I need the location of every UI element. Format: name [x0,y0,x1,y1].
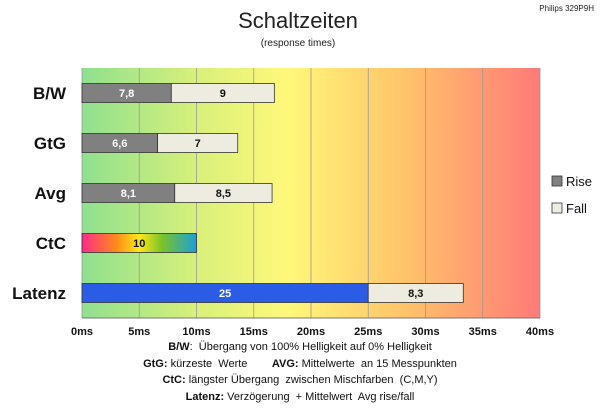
data-label: 8,1 [121,188,136,200]
x-tick-labels: 0ms 5ms 10ms 15ms 20ms 25ms 30ms 35ms 40ms [71,326,554,338]
footnote-line: CtC: längster Übergang zwischen Mischfar… [0,374,600,386]
bar-fall [170,83,275,103]
chart-subtitle: (response times) [261,38,335,49]
footnote-line: Latenz: Verzögerung + Mittelwert Avg ris… [0,391,600,403]
x-tick-label: 20ms [297,326,325,338]
x-tick-label: 0ms [71,326,93,338]
legend-label: Rise [566,174,592,189]
footnote-text: Verzögerung + Mittelwert Avg rise/fall [224,390,415,403]
x-tick-label: 40ms [526,326,554,338]
legend-swatch-rise [551,175,563,187]
data-label: 7,8 [119,88,134,100]
bar-fall [157,133,239,153]
chart-title: Schaltzeiten [238,8,358,33]
footnote-term: AVG: [271,357,299,370]
bar-fall [174,183,273,203]
footnote-line: B/W: Übergang von 100% Helligkeit auf 0%… [0,341,600,353]
x-tick-label: 30ms [411,326,439,338]
x-tick-label: 25ms [354,326,382,338]
data-label: 8,5 [216,188,231,200]
x-tick-label: 35ms [469,326,497,338]
monitor-model-label: Philips 329P9H [539,4,594,13]
footnote-text: längster Übergang zwischen Mischfarben (… [185,374,438,386]
footnote-term: B/W [168,341,190,353]
x-tick-label: 5ms [128,326,150,338]
data-label: 6,6 [112,138,127,150]
x-tick-label: 15ms [240,326,268,338]
data-label: 7 [195,138,201,150]
category-label: GtG [34,134,66,153]
category-label: Latenz [12,284,66,303]
data-label: 25 [219,288,231,300]
footnote-line: GtG: kürzeste Werte AVG: Mittelwerte an … [0,358,600,370]
data-label: 10 [133,238,145,250]
category-labels: B/W GtG Avg CtC Latenz [12,84,67,303]
bars: 7,8 6,6 8,1 9 7 8,5 10 25 8,3 [81,83,464,303]
x-tick-label: 10ms [182,326,210,338]
footnote-term: GtG: [143,357,168,370]
data-label: 8,3 [408,288,423,300]
legend-swatch-fall [551,202,563,214]
footnote-text: kürzeste Werte [167,357,272,370]
category-label: B/W [33,84,67,103]
data-label: 9 [220,88,226,100]
legend-label: Fall [566,201,587,216]
footnote-term: Latenz: [185,390,225,403]
category-label: Avg [35,184,67,203]
legend: Rise Fall [551,174,592,216]
footnote-text: : Übergang von 100% Helligkeit auf 0% He… [189,341,432,353]
bar-ctc [81,233,197,253]
bar-latenz [367,283,464,303]
footnote-term: CtC: [162,374,186,386]
footnote-text: Mittelwerte an 15 Messpunkten [298,357,457,370]
category-label: CtC [36,234,66,253]
